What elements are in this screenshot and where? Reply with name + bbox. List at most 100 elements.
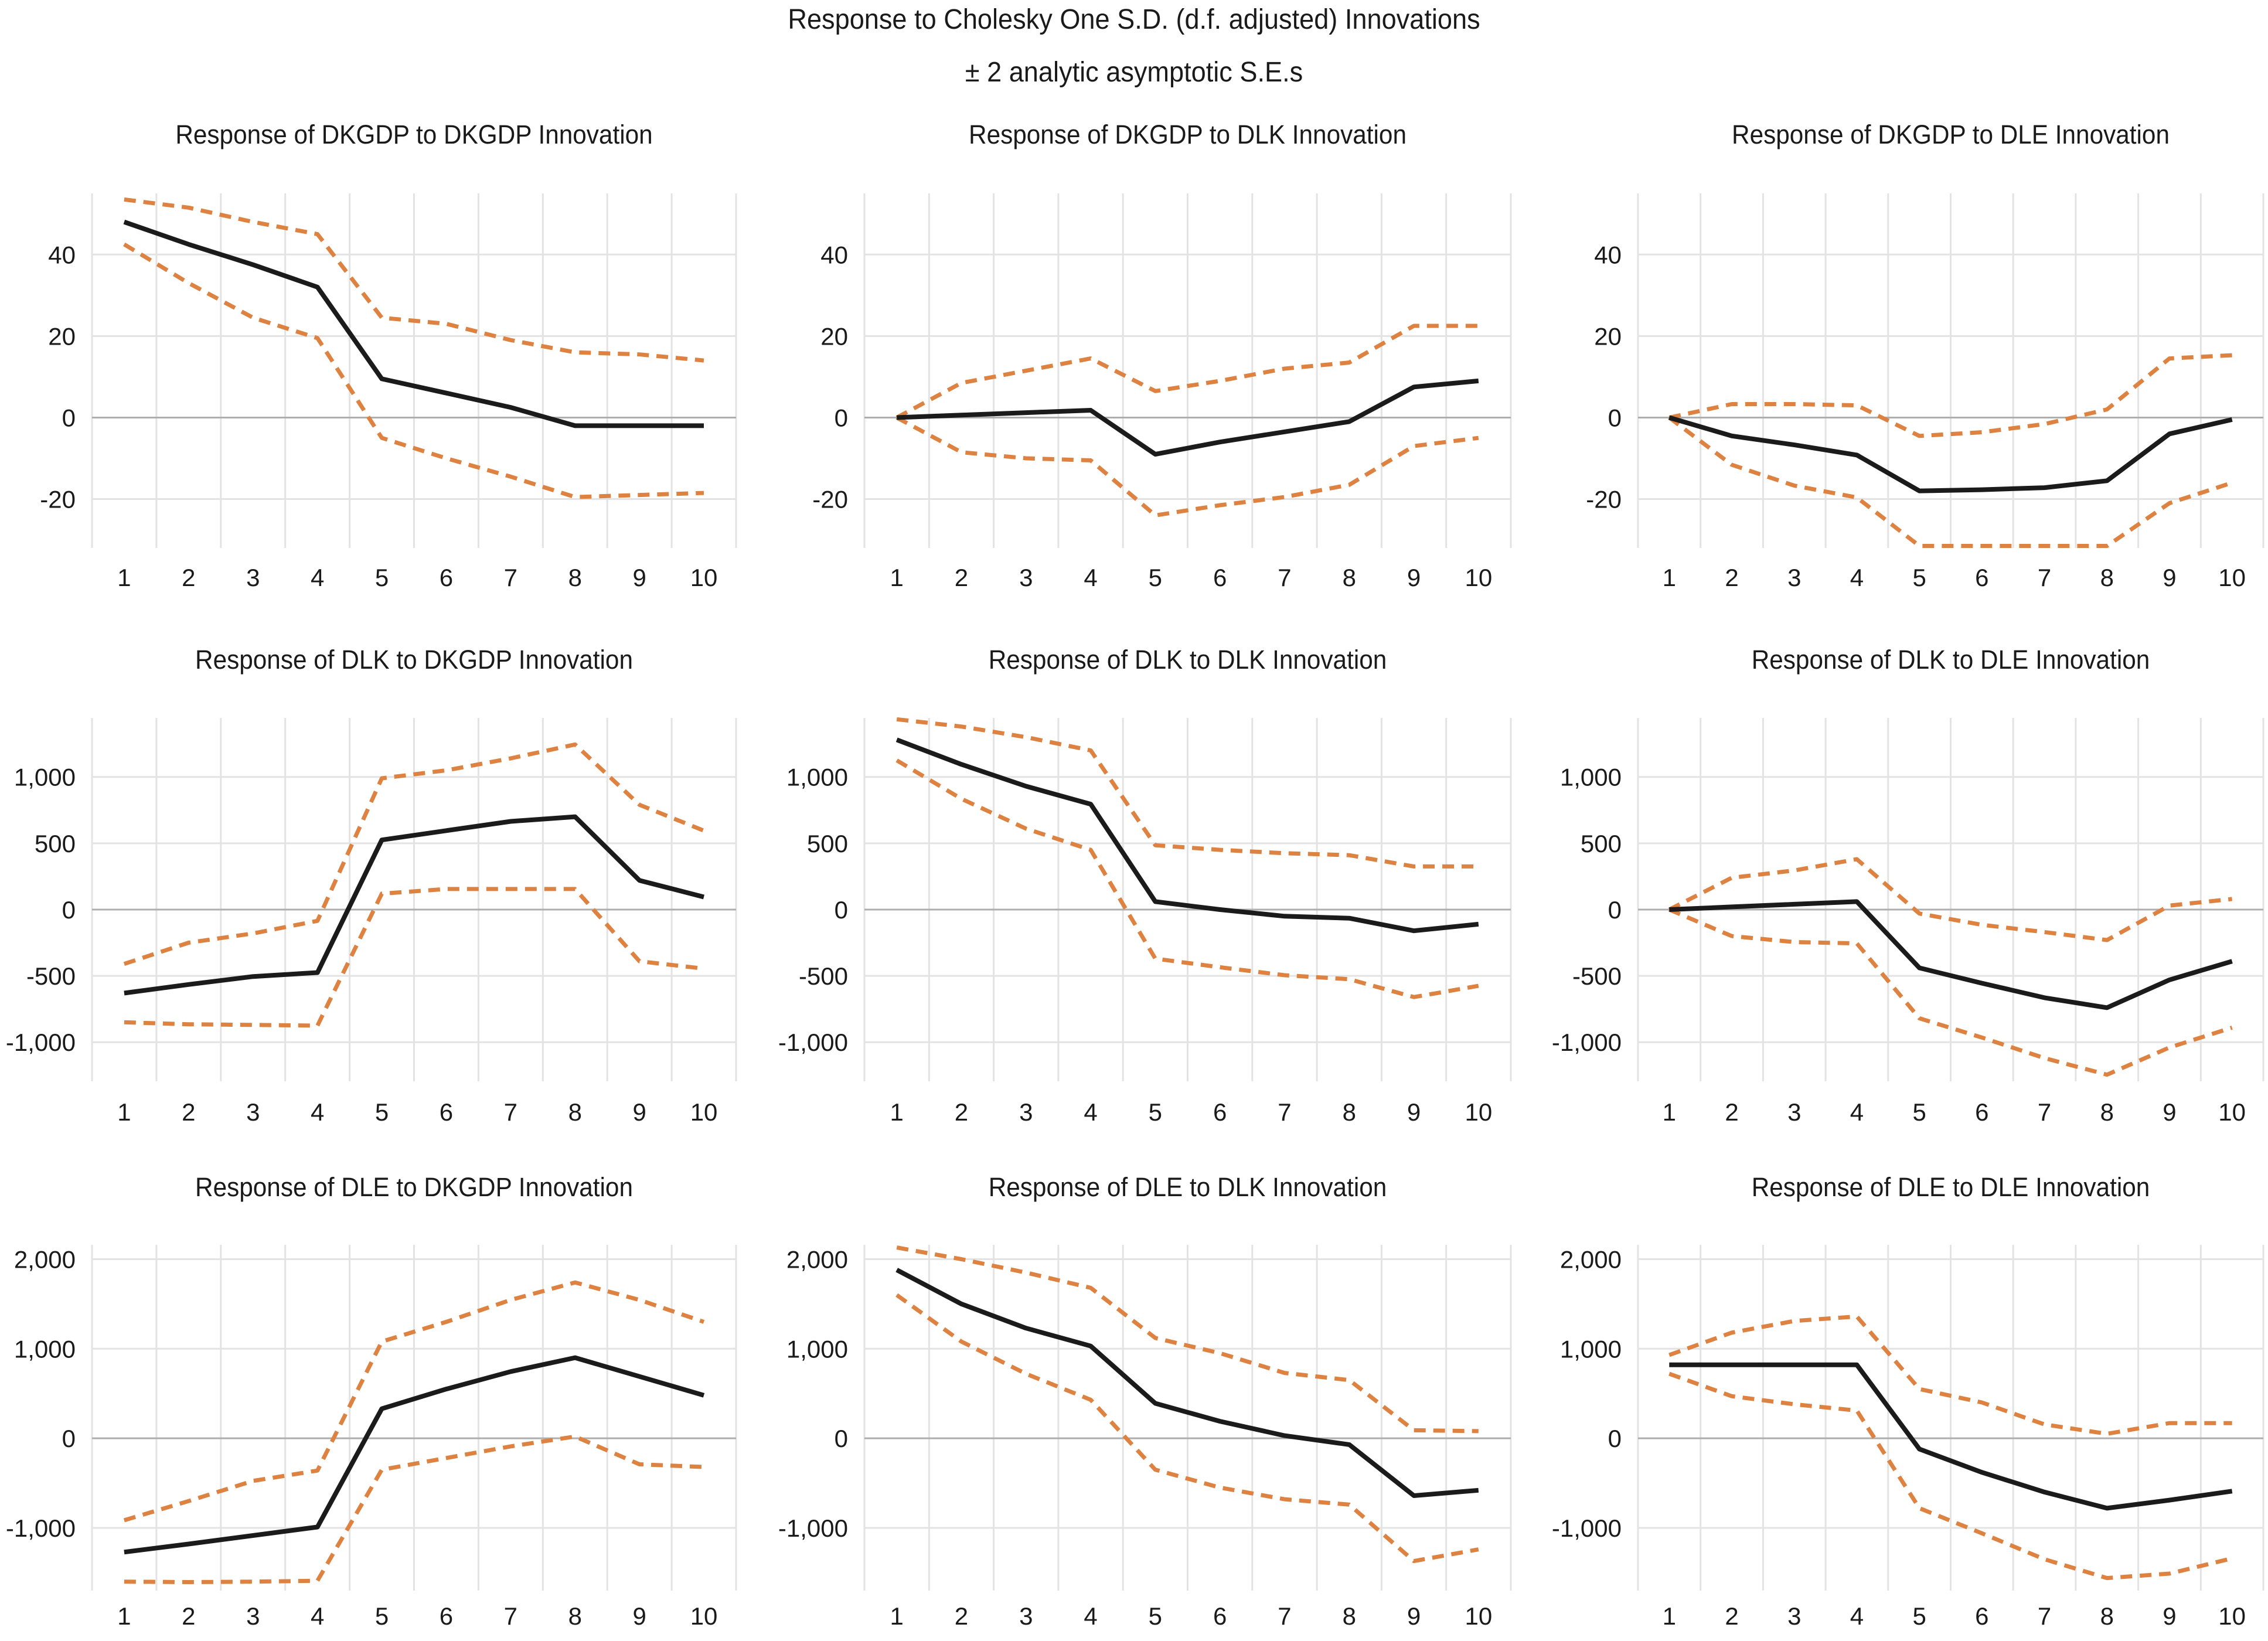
x-axis-tick-label: 3 bbox=[246, 564, 260, 591]
y-axis-tick-label: -20 bbox=[812, 486, 848, 513]
x-axis-tick-label: 1 bbox=[117, 1098, 131, 1126]
x-axis-tick-label: 4 bbox=[311, 564, 324, 591]
y-axis-tick-label: 500 bbox=[807, 830, 848, 857]
upper-se-band-line bbox=[124, 197, 704, 363]
x-axis-tick-label: 6 bbox=[440, 1602, 453, 1630]
y-axis-tick-label: 2,000 bbox=[1560, 1245, 1622, 1273]
x-axis-tick-label: 4 bbox=[311, 1098, 324, 1126]
y-axis-tick-label: -500 bbox=[1572, 962, 1622, 990]
x-axis-tick-label: 3 bbox=[246, 1602, 260, 1630]
x-axis-tick-label: 9 bbox=[2163, 1098, 2176, 1126]
x-axis-tick-label: 6 bbox=[1213, 1098, 1227, 1126]
x-axis-tick-label: 10 bbox=[1465, 1098, 1492, 1126]
y-axis-tick-label: 500 bbox=[35, 830, 76, 857]
upper-se-band-line bbox=[1668, 353, 2232, 438]
x-axis-tick-label: 9 bbox=[1407, 564, 1421, 591]
y-axis-tick-label: -1,000 bbox=[778, 1514, 848, 1542]
x-axis-tick-label: 1 bbox=[890, 1098, 903, 1126]
y-axis-tick-label: -20 bbox=[1586, 486, 1622, 513]
x-axis-tick-label: 6 bbox=[1213, 1602, 1227, 1630]
x-axis-tick-label: 8 bbox=[2100, 1602, 2114, 1630]
x-axis-tick-label: 1 bbox=[1663, 1602, 1676, 1630]
subplot-title: Response of DLE to DLK Innovation bbox=[988, 1172, 1387, 1202]
x-axis-tick-label: 7 bbox=[2038, 1602, 2051, 1630]
x-axis-tick-label: 5 bbox=[1912, 1098, 1926, 1126]
x-axis-tick-label: 7 bbox=[2038, 1098, 2051, 1126]
x-axis-tick-label: 3 bbox=[1787, 1098, 1801, 1126]
y-axis-tick-label: 0 bbox=[62, 404, 76, 431]
x-axis-tick-label: 4 bbox=[1850, 564, 1864, 591]
x-axis-tick-label: 4 bbox=[1084, 564, 1097, 591]
y-axis-tick-label: -1,000 bbox=[1552, 1029, 1622, 1056]
x-axis-tick-label: 7 bbox=[2038, 564, 2051, 591]
x-axis-tick-label: 8 bbox=[568, 1098, 582, 1126]
x-axis-tick-label: 8 bbox=[568, 1602, 582, 1630]
y-axis-tick-label: -20 bbox=[40, 486, 76, 513]
x-axis-tick-label: 1 bbox=[1663, 564, 1676, 591]
y-axis-tick-label: 0 bbox=[1608, 404, 1622, 431]
x-axis-tick-label: 5 bbox=[1912, 1602, 1926, 1630]
subplot-title: Response of DLK to DKGDP Innovation bbox=[195, 645, 633, 675]
x-axis-tick-label: 9 bbox=[632, 1098, 646, 1126]
x-axis-tick-label: 3 bbox=[1019, 1098, 1033, 1126]
y-axis-tick-label: 20 bbox=[820, 322, 848, 350]
upper-se-band-line bbox=[1668, 857, 2233, 942]
x-axis-tick-label: 2 bbox=[1725, 1602, 1738, 1630]
x-axis-tick-label: 6 bbox=[1975, 564, 1988, 591]
y-axis-tick-label: 2,000 bbox=[14, 1245, 76, 1273]
x-axis-tick-label: 10 bbox=[1465, 564, 1492, 591]
x-axis-tick-label: 5 bbox=[375, 1098, 389, 1126]
x-axis-tick-label: 3 bbox=[246, 1098, 260, 1126]
y-axis-tick-label: 40 bbox=[820, 241, 848, 268]
x-axis-tick-label: 5 bbox=[375, 564, 389, 591]
y-axis-tick-label: 0 bbox=[62, 896, 76, 924]
upper-se-band-line bbox=[895, 324, 1479, 420]
chart-main-title: Response to Cholesky One S.D. (d.f. adju… bbox=[788, 4, 1480, 35]
y-axis-tick-label: 0 bbox=[835, 896, 848, 924]
x-axis-tick-label: 9 bbox=[632, 1602, 646, 1630]
y-axis-tick-label: 20 bbox=[48, 322, 76, 350]
subplot-title: Response of DLK to DLK Innovation bbox=[988, 645, 1387, 675]
x-axis-tick-label: 9 bbox=[632, 564, 646, 591]
x-axis-tick-label: 7 bbox=[504, 1602, 517, 1630]
y-axis-tick-label: 1,000 bbox=[786, 764, 848, 791]
y-axis-tick-label: -1,000 bbox=[1552, 1514, 1622, 1542]
y-axis-tick-label: -500 bbox=[26, 962, 76, 990]
x-axis-tick-label: 10 bbox=[2218, 1098, 2246, 1126]
x-axis-tick-label: 8 bbox=[2100, 564, 2114, 591]
x-axis-tick-label: 4 bbox=[1850, 1602, 1864, 1630]
response-line bbox=[1669, 899, 2233, 1010]
response-line bbox=[124, 814, 704, 996]
x-axis-tick-label: 6 bbox=[1975, 1602, 1988, 1630]
y-axis-tick-label: 2,000 bbox=[786, 1245, 848, 1273]
y-axis-tick-label: 1,000 bbox=[1560, 764, 1622, 791]
x-axis-tick-label: 2 bbox=[1725, 1098, 1738, 1126]
x-axis-tick-label: 10 bbox=[690, 1098, 718, 1126]
x-axis-tick-label: 5 bbox=[1149, 1602, 1162, 1630]
x-axis-tick-label: 10 bbox=[2218, 564, 2246, 591]
lower-se-band-line bbox=[895, 758, 1479, 999]
lower-se-band-line bbox=[123, 242, 704, 499]
lower-se-band-line bbox=[124, 887, 704, 1028]
x-axis-tick-label: 8 bbox=[1343, 564, 1356, 591]
x-axis-tick-label: 10 bbox=[1465, 1602, 1492, 1630]
x-axis-tick-label: 2 bbox=[955, 1602, 968, 1630]
x-axis-tick-label: 9 bbox=[1407, 1098, 1421, 1126]
x-axis-tick-label: 1 bbox=[890, 564, 903, 591]
lower-se-band-line bbox=[1668, 416, 2233, 548]
response-line bbox=[124, 1355, 705, 1555]
y-axis-tick-label: 1,000 bbox=[786, 1335, 848, 1363]
upper-se-band-line bbox=[123, 1280, 705, 1523]
x-axis-tick-label: 4 bbox=[1850, 1098, 1864, 1126]
response-line bbox=[1669, 1362, 2233, 1511]
lower-se-band-line bbox=[124, 1434, 704, 1584]
x-axis-tick-label: 8 bbox=[1343, 1602, 1356, 1630]
subplot-title: Response of DKGDP to DLK Innovation bbox=[969, 120, 1407, 149]
subplot-title: Response of DKGDP to DKGDP Innovation bbox=[175, 120, 653, 149]
x-axis-tick-label: 8 bbox=[2100, 1098, 2114, 1126]
x-axis-tick-label: 4 bbox=[1084, 1098, 1097, 1126]
